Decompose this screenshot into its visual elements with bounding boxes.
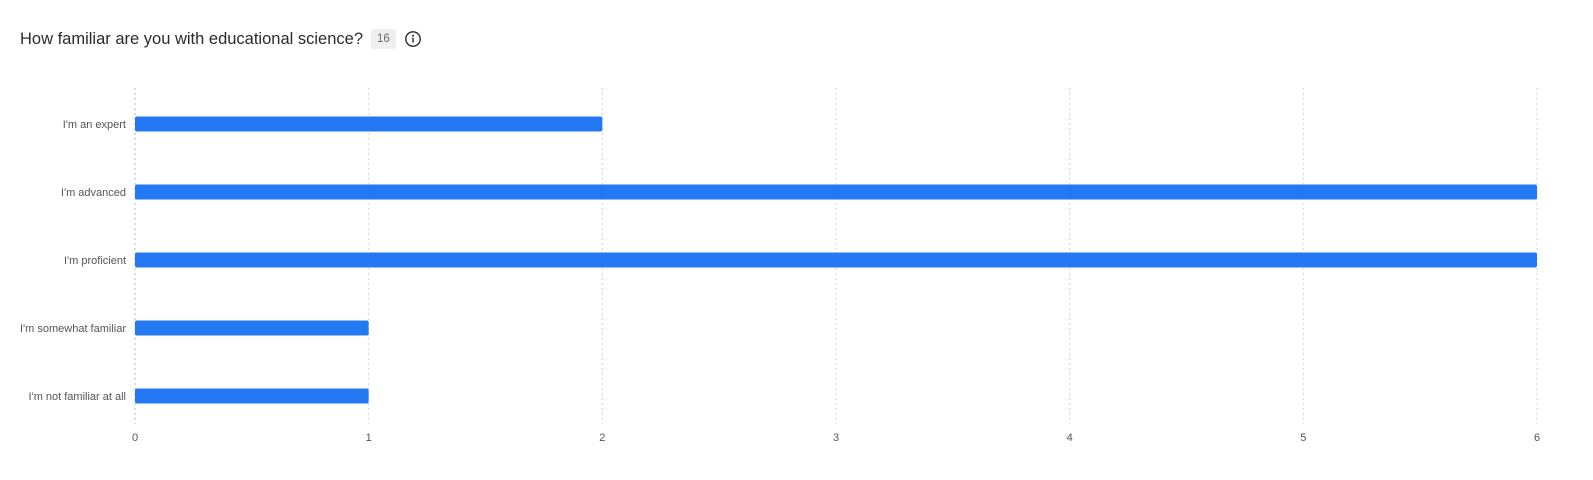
- bar[interactable]: [135, 388, 369, 404]
- category-label: I'm somewhat familiar: [20, 323, 126, 335]
- info-circle-icon[interactable]: [404, 30, 422, 48]
- category-label: I'm advanced: [61, 187, 126, 199]
- bars: [135, 116, 1537, 404]
- x-tick-label: 5: [1300, 432, 1306, 444]
- x-tick-labels: 0 1 2 3 4 5 6: [132, 432, 1540, 444]
- category-label: I'm not familiar at all: [29, 391, 126, 403]
- category-label: I'm proficient: [64, 255, 126, 267]
- bar[interactable]: [135, 252, 1537, 268]
- question-header: How familiar are you with educational sc…: [20, 26, 422, 52]
- category-label: I'm an expert: [63, 119, 126, 131]
- x-tick-label: 1: [366, 432, 372, 444]
- x-tick-label: 6: [1534, 432, 1540, 444]
- x-tick-label: 2: [599, 432, 605, 444]
- bar[interactable]: [135, 320, 369, 336]
- category-labels: I'm an expert I'm advanced I'm proficient I…: [20, 119, 126, 403]
- bar[interactable]: [135, 184, 1537, 200]
- x-tick-label: 4: [1067, 432, 1073, 444]
- x-tick-label: 0: [132, 432, 138, 444]
- response-count-badge: 16: [371, 29, 396, 49]
- bar[interactable]: [135, 116, 603, 132]
- question-title: How familiar are you with educational sc…: [20, 29, 364, 48]
- grid-lines: [134, 88, 1538, 424]
- x-tick-label: 3: [833, 432, 839, 444]
